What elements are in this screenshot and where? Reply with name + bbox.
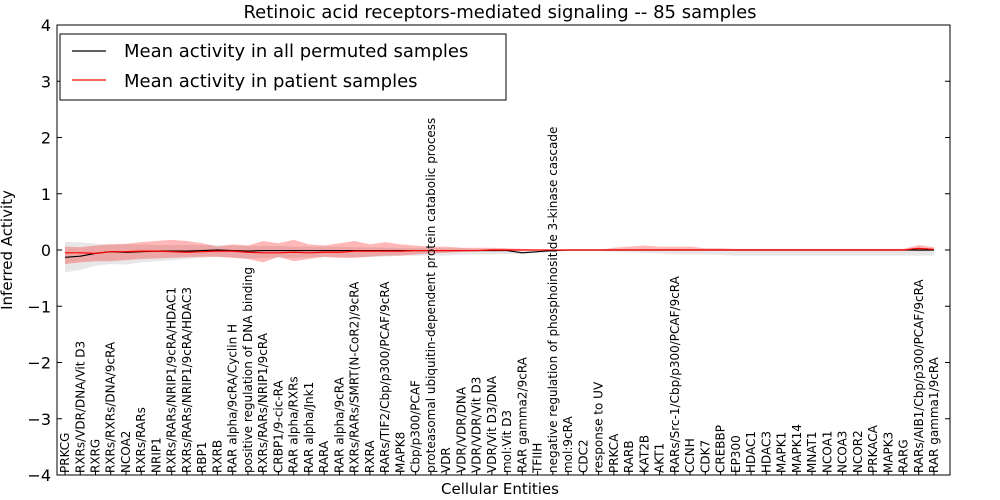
category-label: Cbp/p300/PCAF	[409, 380, 423, 473]
series-lines	[64, 247, 935, 258]
axis-ticks	[57, 24, 950, 476]
legend: Mean activity in all permuted samples Me…	[59, 33, 507, 101]
category-label: RAR alpha/Jnk1	[302, 382, 316, 473]
legend-box	[59, 33, 507, 101]
category-label: RXRs/RARs/NRIP1/9cRA/HDAC3	[180, 287, 194, 473]
category-label: HDAC1	[744, 431, 758, 473]
category-label: RAR gamma2/9cRA	[515, 356, 529, 473]
chart-title: Retinoic acid receptors-mediated signali…	[243, 2, 756, 23]
category-label: RARG	[897, 439, 911, 473]
category-labels: PRKCG RXRs/VDR/DNA/Vit D3 RXRG RXRs/RXRs/DN…	[58, 118, 941, 474]
x-axis-label: Cellular Entities	[441, 480, 559, 498]
category-label: RAR gamma1/9cRA	[927, 356, 941, 473]
category-label: RAR alpha/RXRs	[287, 376, 301, 473]
category-label: RXRs/RARs	[134, 407, 148, 473]
y-tick-label: −2	[27, 354, 51, 373]
category-label: TFIIH	[531, 443, 545, 474]
category-label: RXRG	[88, 439, 102, 473]
y-tick-label: 4	[41, 16, 51, 35]
category-label: RBP1	[195, 442, 209, 473]
category-label: RXRs/RXRs/DNA/9cRA	[104, 341, 118, 473]
legend-label-permuted: Mean activity in all permuted samples	[124, 41, 468, 62]
category-label: PRKCA	[607, 433, 621, 473]
y-tick-label: −1	[27, 297, 51, 316]
y-tick-label: −4	[27, 466, 51, 485]
category-label: VDR/Vit D3/DNA	[485, 375, 499, 473]
category-label: VDR/VDR/Vit D3	[470, 377, 484, 473]
category-label: NCOA2	[119, 431, 133, 473]
category-label: NCOA3	[836, 431, 850, 473]
category-label: RARs/AIB1/Cbp/p300/PCAF/9cRA	[912, 279, 926, 473]
category-label: mol:Vit D3	[500, 410, 514, 473]
category-label: RXRs/RARs/NRIP1/9cRA	[256, 332, 270, 473]
category-label: MAPK8	[393, 432, 407, 473]
category-label: NRIP1	[149, 437, 163, 473]
category-label: MAPK1	[775, 432, 789, 473]
category-label: RXRs/RARs/NRIP1/9cRA/HDAC1	[165, 287, 179, 473]
plot-frame	[56, 24, 951, 476]
category-label: mol:9cRA	[561, 416, 575, 473]
category-label: PRKACA	[866, 424, 880, 473]
category-label: PRKCG	[58, 433, 72, 473]
category-label: RARs/Src-1/Cbp/p300/PCAF/9cRA	[668, 275, 682, 473]
category-label: NCOA1	[820, 431, 834, 473]
line-patient	[65, 247, 935, 254]
category-label: CCNH	[683, 438, 697, 473]
legend-label-patient: Mean activity in patient samples	[124, 71, 418, 92]
category-label: MAPK14	[790, 424, 804, 473]
y-tick-label: 0	[41, 241, 51, 260]
band-patient	[65, 239, 934, 265]
category-label: proteasomal ubiquitin-dependent protein …	[424, 118, 438, 473]
category-label: VDR/VDR/DNA	[454, 386, 468, 473]
category-label: CDC2	[576, 439, 590, 473]
category-label: negative regulation of phosphoinositide …	[546, 127, 560, 473]
category-label: response to UV	[592, 381, 606, 473]
category-label: RXRA	[363, 440, 377, 473]
y-tick-label: 3	[41, 72, 51, 91]
band-permuted	[65, 242, 934, 273]
y-tick-label: 1	[41, 185, 51, 204]
y-tick-label: −3	[27, 410, 51, 429]
category-label: RAR alpha/9cRA/Cyclin H	[226, 324, 240, 473]
category-label: VDR	[439, 447, 453, 473]
category-label: positive regulation of DNA binding	[241, 267, 255, 473]
category-label: MAPK3	[881, 432, 895, 473]
y-tick-label: 2	[41, 129, 51, 148]
category-label: RXRs/VDR/DNA/Vit D3	[73, 341, 87, 473]
category-label: NCOR2	[851, 430, 865, 473]
category-label: EP300	[729, 435, 743, 473]
y-tick-labels: −4 −3 −2 −1 0 1 2 3 4	[27, 16, 51, 485]
category-label: HDAC3	[759, 431, 773, 473]
category-label: RAR alpha/9cRA	[332, 376, 346, 473]
category-label: RARs/TIF2/Cbp/p300/PCAF/9cRA	[378, 281, 392, 473]
category-label: AKT1	[653, 443, 667, 473]
category-label: RARA	[317, 440, 331, 473]
y-axis-label: Inferred Activity	[0, 190, 16, 310]
category-label: RXRB	[210, 440, 224, 473]
category-label: RARB	[622, 440, 636, 473]
category-label: KAT2B	[637, 435, 651, 473]
category-label: MNAT1	[805, 431, 819, 473]
category-label: CRBP1/9-cic-RA	[271, 379, 285, 473]
category-label: RXRs/RARs/SMRT(N-CoR2)/9cRA	[348, 281, 362, 473]
category-label: CREBBP	[714, 425, 728, 473]
confidence-bands	[65, 239, 934, 273]
category-label: CDK7	[698, 440, 712, 473]
